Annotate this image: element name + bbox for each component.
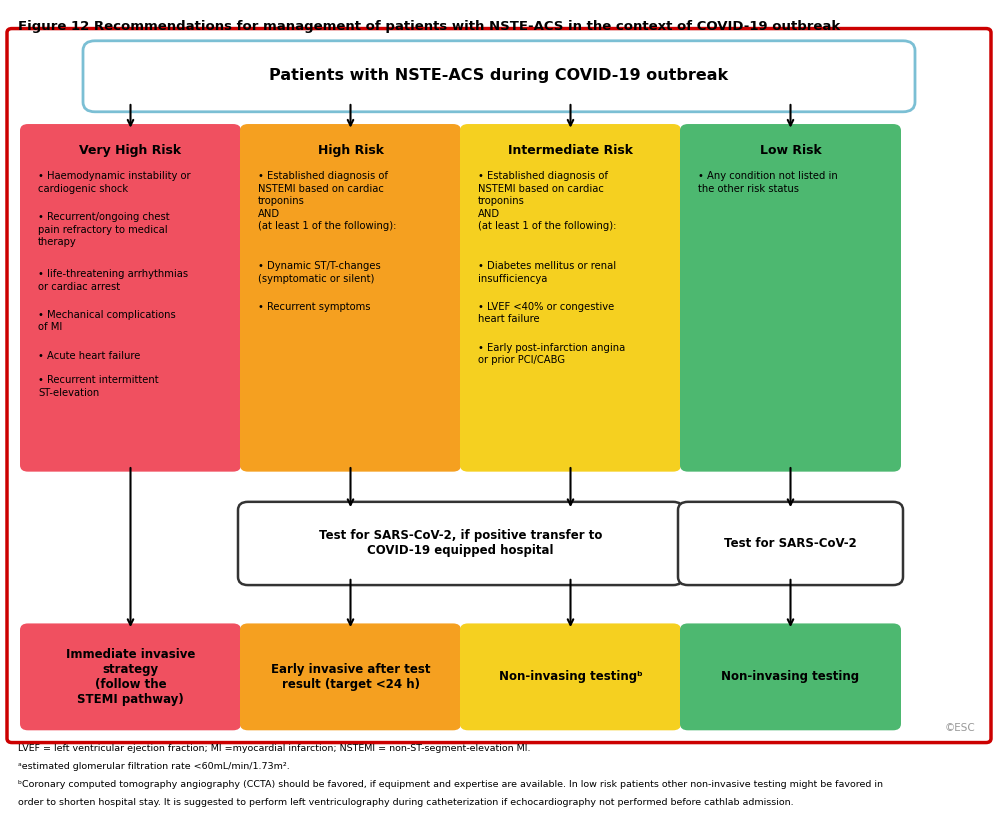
Text: • LVEF <40% or congestive
heart failure: • LVEF <40% or congestive heart failure (478, 302, 614, 324)
Text: • life-threatening arrhythmias
or cardiac arrest: • life-threatening arrhythmias or cardia… (38, 269, 188, 291)
Text: Low Risk: Low Risk (760, 144, 821, 157)
Text: Intermediate Risk: Intermediate Risk (508, 144, 633, 157)
Text: • Established diagnosis of
NSTEMI based on cardiac
troponins
AND
(at least 1 of : • Established diagnosis of NSTEMI based … (478, 171, 616, 231)
Text: Non-invasing testing: Non-invasing testing (721, 671, 860, 683)
Text: ©ESC: ©ESC (944, 723, 975, 733)
Text: • Dynamic ST/T-changes
(symptomatic or silent): • Dynamic ST/T-changes (symptomatic or s… (258, 261, 381, 283)
Text: • Any condition not listed in
the other risk status: • Any condition not listed in the other … (698, 171, 838, 193)
Text: ᵃestimated glomerular filtration rate <60mL/min/1.73m².: ᵃestimated glomerular filtration rate <6… (18, 762, 290, 771)
Text: • Early post-infarction angina
or prior PCI/CABG: • Early post-infarction angina or prior … (478, 343, 625, 365)
Text: ᵇCoronary computed tomography angiography (CCTA) should be favored, if equipment: ᵇCoronary computed tomography angiograph… (18, 780, 883, 789)
Text: order to shorten hospital stay. It is suggested to perform left ventriculography: order to shorten hospital stay. It is su… (18, 798, 794, 807)
Text: LVEF = left ventricular ejection fraction; MI =myocardial infarction; NSTEMI = n: LVEF = left ventricular ejection fractio… (18, 744, 530, 753)
FancyBboxPatch shape (83, 41, 915, 112)
FancyBboxPatch shape (240, 623, 461, 730)
Text: Test for SARS-CoV-2: Test for SARS-CoV-2 (724, 537, 857, 550)
FancyBboxPatch shape (20, 124, 241, 472)
Text: • Diabetes mellitus or renal
insufficiencya: • Diabetes mellitus or renal insufficien… (478, 261, 616, 283)
Text: Patients with NSTE-ACS during COVID-19 outbreak: Patients with NSTE-ACS during COVID-19 o… (269, 69, 729, 83)
Text: Early invasive after test
result (target <24 h): Early invasive after test result (target… (271, 663, 430, 691)
Text: High Risk: High Risk (318, 144, 384, 157)
FancyBboxPatch shape (460, 124, 681, 472)
FancyBboxPatch shape (20, 623, 241, 730)
FancyBboxPatch shape (238, 502, 683, 585)
FancyBboxPatch shape (680, 124, 901, 472)
Text: • Recurrent intermittent
ST-elevation: • Recurrent intermittent ST-elevation (38, 375, 159, 397)
Text: • Recurrent symptoms: • Recurrent symptoms (258, 302, 370, 312)
FancyBboxPatch shape (678, 502, 903, 585)
FancyBboxPatch shape (7, 29, 991, 743)
FancyBboxPatch shape (240, 124, 461, 472)
Text: Non-invasing testingᵇ: Non-invasing testingᵇ (499, 671, 642, 683)
Text: • Established diagnosis of
NSTEMI based on cardiac
troponins
AND
(at least 1 of : • Established diagnosis of NSTEMI based … (258, 171, 396, 231)
Text: • Mechanical complications
of MI: • Mechanical complications of MI (38, 310, 176, 332)
Text: Test for SARS-CoV-2, if positive transfer to
COVID-19 equipped hospital: Test for SARS-CoV-2, if positive transfe… (319, 530, 602, 557)
Text: Immediate invasive
strategy
(follow the
STEMI pathway): Immediate invasive strategy (follow the … (66, 648, 195, 706)
Text: • Haemodynamic instability or
cardiogenic shock: • Haemodynamic instability or cardiogeni… (38, 171, 191, 193)
FancyBboxPatch shape (680, 623, 901, 730)
FancyBboxPatch shape (460, 623, 681, 730)
Text: • Acute heart failure: • Acute heart failure (38, 351, 140, 361)
Text: Very High Risk: Very High Risk (79, 144, 182, 157)
Text: • Recurrent/ongoing chest
pain refractory to medical
therapy: • Recurrent/ongoing chest pain refractor… (38, 212, 170, 247)
Text: Figure 12 Recommendations for management of patients with NSTE-ACS in the contex: Figure 12 Recommendations for management… (18, 20, 840, 33)
